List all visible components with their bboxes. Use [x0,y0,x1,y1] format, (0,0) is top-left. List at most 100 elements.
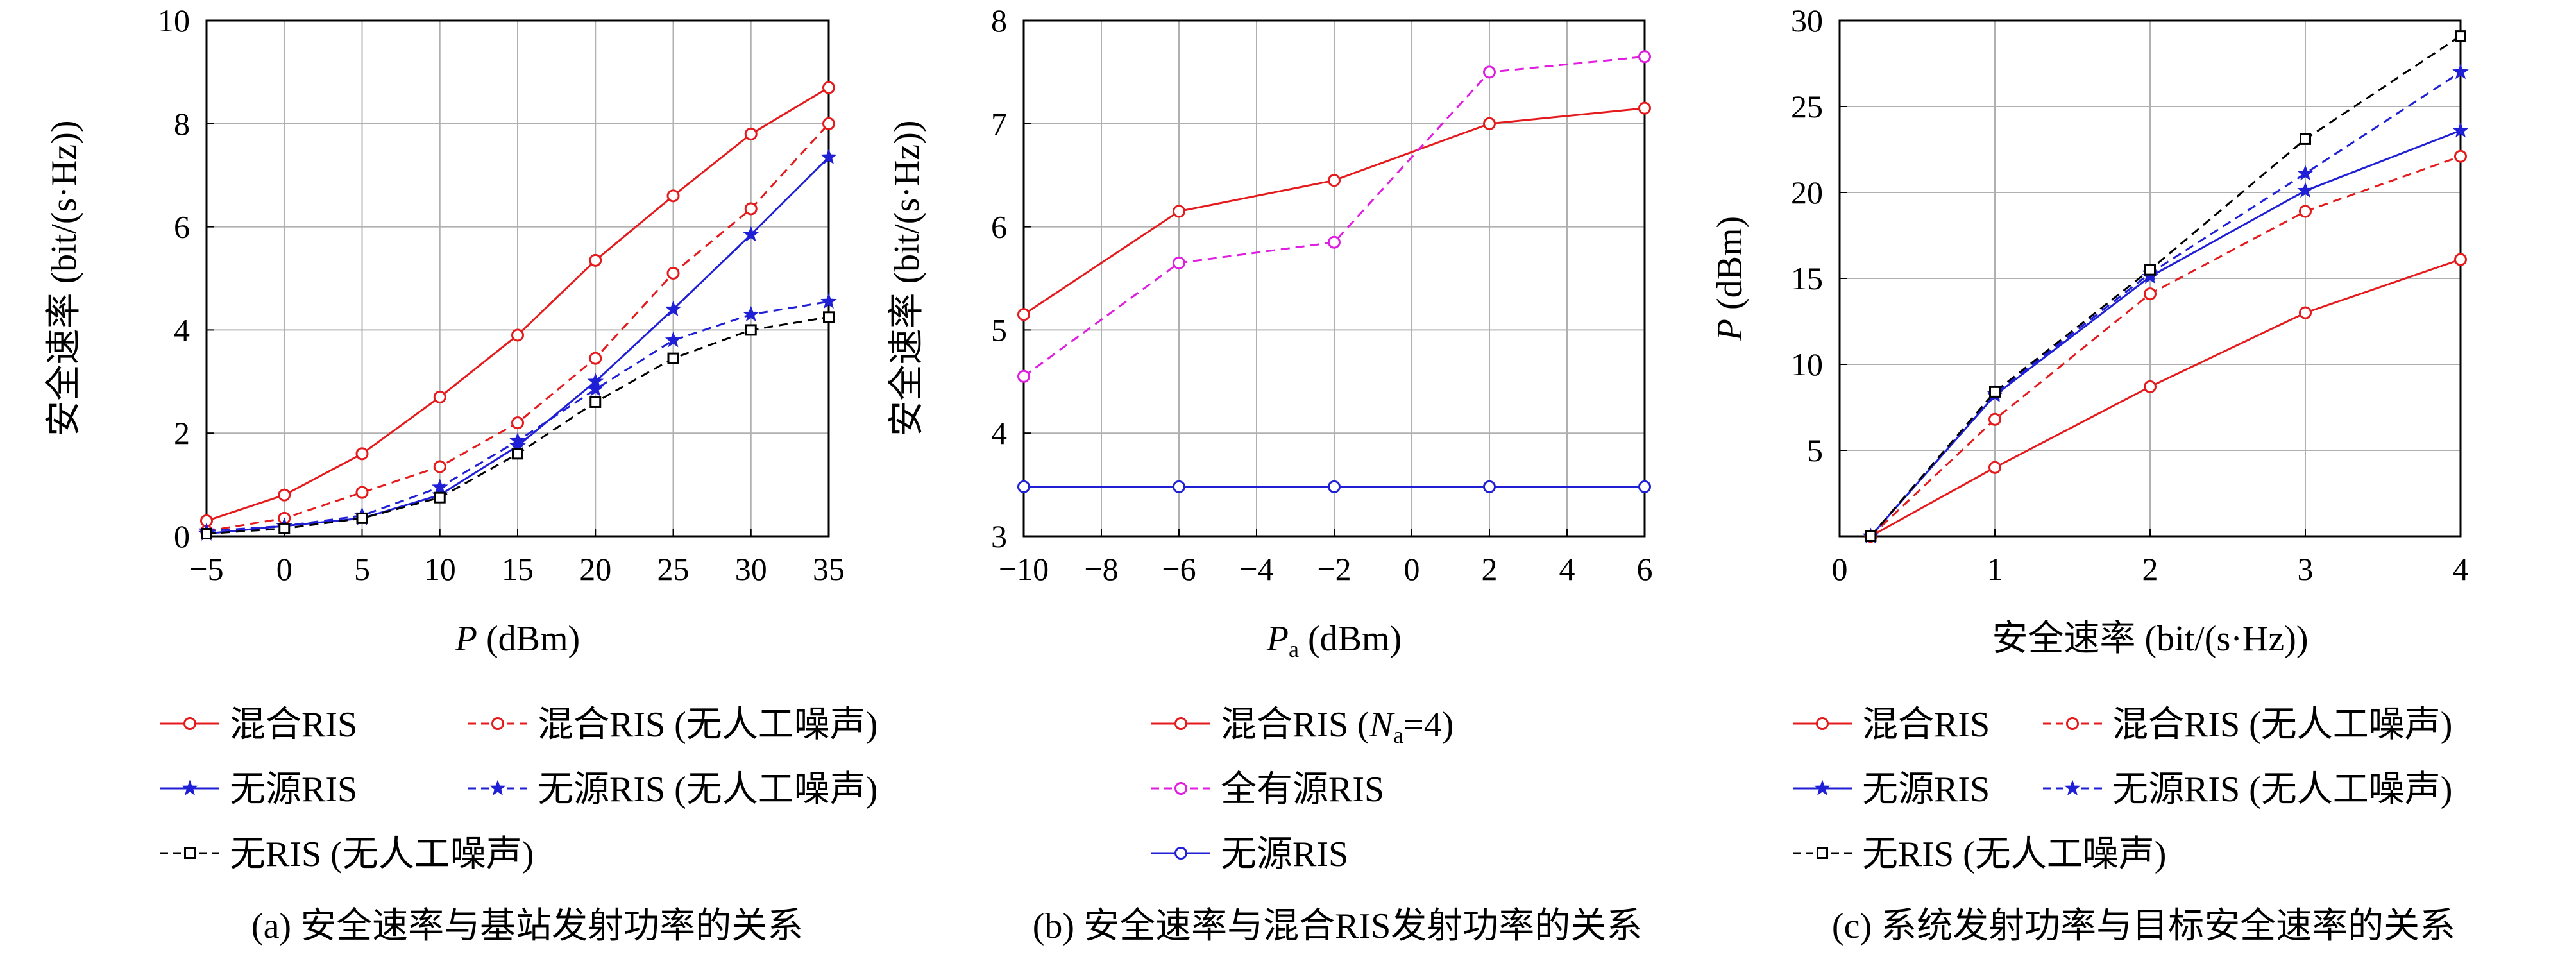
data-point [822,117,835,130]
series-0 [1864,253,2467,543]
y-tick-label: 4 [174,312,190,348]
data-point [1865,530,1877,542]
x-axis-label: 安全速率 (bit/(s·Hz)) [1992,619,2308,659]
x-tick-label: 4 [2453,551,2469,587]
data-point [742,226,759,242]
data-point [2297,165,2314,181]
legend-item: 无源RIS [160,770,357,810]
data-point [433,460,446,473]
x-tick-label: 35 [813,551,845,587]
legend-label: 无源RIS [230,770,357,810]
y-axis-label: 安全速率 (bit/(s·Hz)) [44,120,84,436]
y-tick-label: 8 [991,3,1007,38]
data-point [1638,50,1651,64]
legend-item: 无源RIS (无人工噪声) [468,770,877,810]
legend-label: 无源RIS (无人工噪声) [538,770,877,810]
data-point [356,512,368,524]
data-point [355,447,369,461]
legend-label: 无源RIS [1221,835,1348,874]
y-tick-label: 10 [1791,346,1823,382]
data-point [820,293,837,309]
legend-item: 无RIS (无人工噪声) [160,835,534,874]
data-point [589,253,602,267]
legend: 混合RIS 混合RIS (无人工噪声) 无源RIS 无源RIS (无人工噪声) 无RIS… [1793,705,2452,874]
data-point [665,332,682,348]
y-tick-label: 15 [1791,260,1823,296]
legend-label: 无源RIS (无人工噪声) [2112,770,2452,810]
series-0 [1017,101,1651,321]
y-tick-label: 20 [1791,174,1823,210]
y-axis-label: P (dBm) [1710,216,1750,341]
y-tick-label: 7 [991,106,1007,142]
data-point [1017,308,1030,321]
legend-item: 混合RIS [1793,705,1990,745]
legend-item: 混合RIS (无人工噪声) [468,705,877,745]
x-axis-label: P (dBm) [455,619,580,659]
x-tick-label: 15 [502,551,534,587]
data-point [1328,235,1341,249]
legend-marker [1174,717,1187,730]
data-point [512,448,523,460]
x-tick-label: −4 [1239,551,1273,587]
data-point [2455,30,2466,42]
x-tick-label: 0 [1832,551,1848,587]
data-point [744,127,758,140]
series-1 [1864,149,2467,543]
x-tick-label: 0 [1404,551,1420,587]
x-tick-label: −2 [1317,551,1351,587]
data-point [589,396,602,408]
data-point [1483,117,1496,130]
legend-label: 无源RIS [1862,770,1990,810]
series-line [1870,259,2461,538]
data-point [433,390,446,403]
data-point [742,305,759,322]
series-4 [1865,30,2466,542]
y-tick-label: 6 [991,209,1007,245]
y-tick-label: 8 [174,106,190,142]
data-point [1017,369,1030,383]
series-4 [201,311,835,539]
series-1 [1017,50,1651,383]
legend-label: 全有源RIS [1221,770,1384,810]
y-tick-label: 10 [158,3,190,38]
x-tick-label: −8 [1084,551,1118,587]
series-line [1870,155,2461,538]
data-point [1638,101,1651,115]
data-point [1173,205,1185,218]
legend-item: 混合RIS [160,705,357,745]
chart-b: −10 −8 −6 −4 −2 0 2 4 6 3 4 5 6 7 8 Pa (dBm) 安全速率 (bit/(… [887,3,1653,946]
chart-caption: (a) 安全速率与基站发射功率的关系 [251,906,803,946]
data-point [1483,65,1496,79]
data-point [2144,380,2157,393]
legend-item: 无源RIS [1151,835,1348,874]
x-tick-label: 25 [657,551,690,587]
y-tick-label: 4 [991,415,1007,451]
x-tick-label: 2 [1482,551,1498,587]
chart-c: 0 1 2 3 4 5 10 15 20 25 30 安全速率 (bit/(s·Hz)) P (dBm)… [1710,3,2469,946]
data-point [355,486,369,499]
legend-marker [489,779,506,795]
legend-marker [1817,847,1828,859]
x-tick-label: −5 [189,551,223,587]
series-0 [200,81,835,527]
legend-marker [1816,717,1829,730]
data-point [1173,256,1185,269]
legend-label: 混合RIS [230,705,357,745]
data-point [666,266,680,280]
data-point [2452,122,2469,138]
data-point [278,488,291,502]
legend: 混合RIS 混合RIS (无人工噪声) 无源RIS 无源RIS (无人工噪声)无RIS… [160,705,877,874]
legend-label: 无RIS (无人工噪声) [1862,835,2166,874]
data-point [665,300,682,317]
legend-label: 混合RIS (无人工噪声) [538,705,877,745]
data-point [509,432,526,448]
x-tick-label: 6 [1637,551,1653,587]
chart-caption: (b) 安全速率与混合RIS发射功率的关系 [1033,906,1642,946]
data-point [744,202,758,216]
data-point [820,148,837,164]
legend-marker [2066,717,2079,730]
data-point [434,491,446,504]
legend-label: 混合RIS (无人工噪声) [2112,705,2452,745]
